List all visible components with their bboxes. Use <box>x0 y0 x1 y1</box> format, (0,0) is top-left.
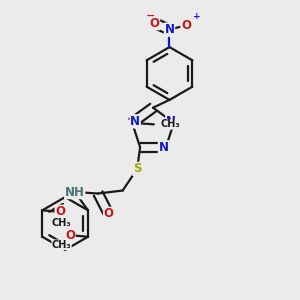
Text: O: O <box>65 229 75 242</box>
Text: −: − <box>146 11 155 21</box>
Text: CH₃: CH₃ <box>52 240 71 250</box>
Text: O: O <box>103 207 114 220</box>
Text: N: N <box>164 23 175 36</box>
Text: O: O <box>181 19 191 32</box>
Text: +: + <box>193 12 200 21</box>
Text: CH₃: CH₃ <box>160 119 180 129</box>
Text: NH: NH <box>65 185 85 199</box>
Text: O: O <box>149 16 160 30</box>
Text: O: O <box>55 205 65 218</box>
Text: N: N <box>166 115 176 128</box>
Text: CH₃: CH₃ <box>52 218 72 228</box>
Text: N: N <box>158 141 169 154</box>
Text: S: S <box>133 162 141 176</box>
Text: N: N <box>130 115 140 128</box>
